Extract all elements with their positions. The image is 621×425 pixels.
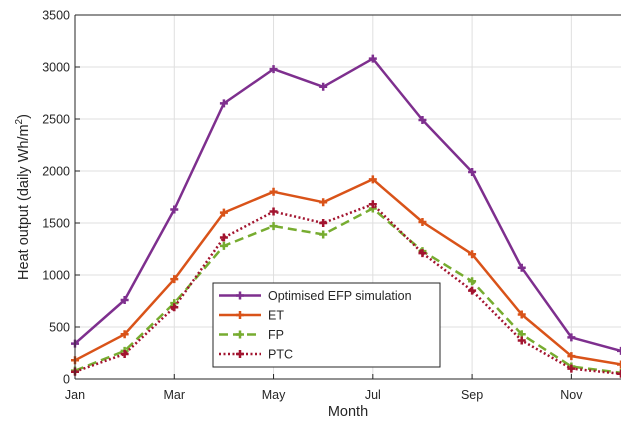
data-point-marker: [468, 250, 477, 259]
data-point-marker: [269, 222, 278, 231]
data-point-marker: [368, 54, 377, 63]
legend-label: PTC: [268, 348, 293, 362]
data-point-marker: [219, 233, 228, 242]
axes: [74, 14, 621, 380]
legend-marker: [236, 350, 244, 358]
y-tick-label: 1000: [42, 269, 70, 283]
data-point-marker: [219, 99, 228, 108]
series-1: [71, 54, 621, 355]
legend-marker: [236, 291, 244, 300]
legend-marker: [236, 311, 244, 319]
data-point-marker: [170, 275, 179, 284]
y-axis-label-suffix: ): [16, 114, 32, 119]
series-4: [71, 200, 621, 378]
legend-label: FP: [268, 328, 284, 342]
legend-label: ET: [268, 309, 284, 323]
data-point-marker: [319, 198, 328, 207]
data-point-marker: [617, 360, 621, 369]
y-tick-label: 3500: [42, 9, 70, 23]
legend-marker: [236, 330, 244, 339]
data-point-marker: [319, 230, 328, 239]
data-point-marker: [319, 82, 328, 91]
x-tick-label: Jan: [65, 388, 85, 402]
data-point-marker: [567, 352, 576, 361]
data-point-marker: [418, 116, 427, 125]
y-tick-label: 2000: [42, 165, 70, 179]
x-tick-label: May: [262, 388, 286, 402]
series-layer: [71, 54, 621, 378]
data-point-marker: [170, 205, 179, 214]
x-ticks: Jan Mar May Jul Sep Nov: [65, 374, 583, 402]
x-axis-label: Month: [328, 404, 368, 420]
data-point-marker: [468, 277, 477, 286]
data-point-marker: [517, 336, 526, 345]
y-axis-label-main: Heat output (daily Wh/m: [16, 124, 32, 280]
series-line: [74, 203, 621, 376]
data-point-marker: [219, 208, 228, 217]
data-point-marker: [517, 310, 526, 319]
data-point-marker: [120, 295, 129, 304]
data-point-marker: [567, 333, 576, 342]
data-point-marker: [269, 207, 278, 216]
data-point-marker: [120, 350, 129, 359]
data-point-marker: [418, 217, 427, 226]
y-tick-label: 0: [63, 373, 70, 387]
y-axis-label-superscript: 2: [14, 118, 25, 124]
data-point-marker: [468, 286, 477, 295]
y-axis-label: Heat output (daily Wh/m2): [14, 114, 32, 280]
x-tick-label: Mar: [164, 388, 186, 402]
y-tick-label: 500: [49, 321, 70, 335]
data-point-marker: [170, 303, 179, 312]
series-2: [71, 175, 621, 369]
legend-label: Optimised EFP simulation: [268, 289, 412, 303]
data-point-marker: [120, 330, 129, 339]
data-point-marker: [319, 219, 328, 227]
data-point-marker: [368, 200, 377, 209]
data-point-marker: [617, 369, 621, 378]
series-line: [74, 57, 621, 353]
x-tick-label: Jul: [365, 388, 381, 402]
y-tick-label: 1500: [42, 217, 70, 231]
x-tick-label: Sep: [461, 388, 483, 402]
data-point-marker: [269, 65, 278, 74]
data-point-marker: [517, 263, 526, 272]
data-point-marker: [219, 241, 228, 250]
data-point-marker: [418, 249, 427, 258]
series-line: [74, 178, 621, 366]
data-point-marker: [368, 175, 377, 184]
data-point-marker: [269, 187, 278, 196]
series-line: [74, 207, 621, 375]
y-ticks: 0 500 1000 1500 2000 2500 3000 3500: [42, 9, 80, 387]
y-tick-label: 3000: [42, 61, 70, 75]
data-point-marker: [468, 168, 477, 177]
data-point-marker: [617, 346, 621, 355]
x-tick-label: Nov: [560, 388, 583, 402]
data-point-marker: [567, 364, 576, 373]
legend: Optimised EFP simulation ET FP PTC: [212, 282, 441, 368]
y-tick-label: 2500: [42, 113, 70, 127]
